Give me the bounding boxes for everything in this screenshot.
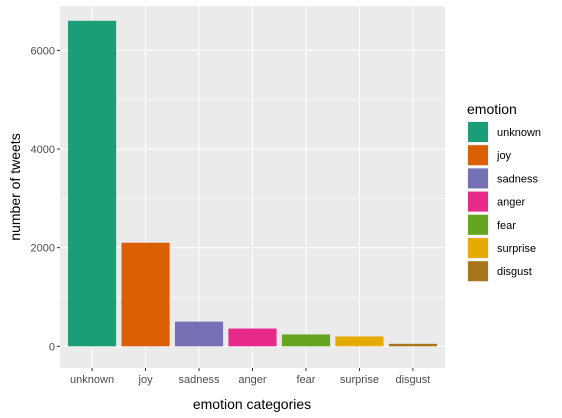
x-tick-label: surprise <box>340 374 379 386</box>
y-tick-label: 0 <box>49 341 55 353</box>
legend-label-surprise: surprise <box>497 243 536 255</box>
legend-label-unknown: unknown <box>497 127 541 139</box>
bars <box>68 20 437 347</box>
x-axis-title: emotion categories <box>193 396 311 412</box>
y-axis-ticks: 0 2000 4000 6000 <box>31 45 60 353</box>
legend-swatch-joy <box>468 145 488 166</box>
legend: emotion unknown joy sadness anger fear surpri… <box>467 101 541 283</box>
y-tick-label: 2000 <box>31 243 55 255</box>
bar-anger <box>228 328 277 347</box>
legend-swatch-anger <box>468 191 488 212</box>
x-tick-label: sadness <box>179 374 220 386</box>
bar-disgust <box>388 343 437 347</box>
legend-label-disgust: disgust <box>497 266 532 278</box>
legend-swatch-unknown <box>468 122 488 142</box>
bar-fear <box>281 334 331 347</box>
bar-sadness <box>174 321 224 347</box>
legend-title: emotion <box>467 101 517 117</box>
x-tick-label: unknown <box>70 374 114 386</box>
x-tick-label: anger <box>238 374 266 386</box>
bar-surprise <box>335 336 384 347</box>
y-tick-label: 6000 <box>31 45 55 57</box>
legend-label-anger: anger <box>497 197 525 209</box>
y-tick-label: 4000 <box>31 144 55 156</box>
legend-label-joy: joy <box>496 150 512 162</box>
bar-unknown <box>68 20 117 347</box>
x-axis-ticks: unknown joy sadness anger fear surprise disgus… <box>70 368 430 386</box>
x-tick-label: joy <box>138 374 154 386</box>
legend-swatch-fear <box>468 214 488 235</box>
legend-swatch-surprise <box>468 238 488 258</box>
bar-joy <box>121 242 170 347</box>
x-tick-label: disgust <box>395 374 430 386</box>
legend-swatch-disgust <box>468 261 488 282</box>
legend-label-fear: fear <box>497 220 516 232</box>
y-axis-title: number of tweets <box>7 133 23 240</box>
x-tick-label: fear <box>296 374 315 386</box>
legend-label-sadness: sadness <box>497 173 538 185</box>
legend-swatch-sadness <box>468 168 488 189</box>
